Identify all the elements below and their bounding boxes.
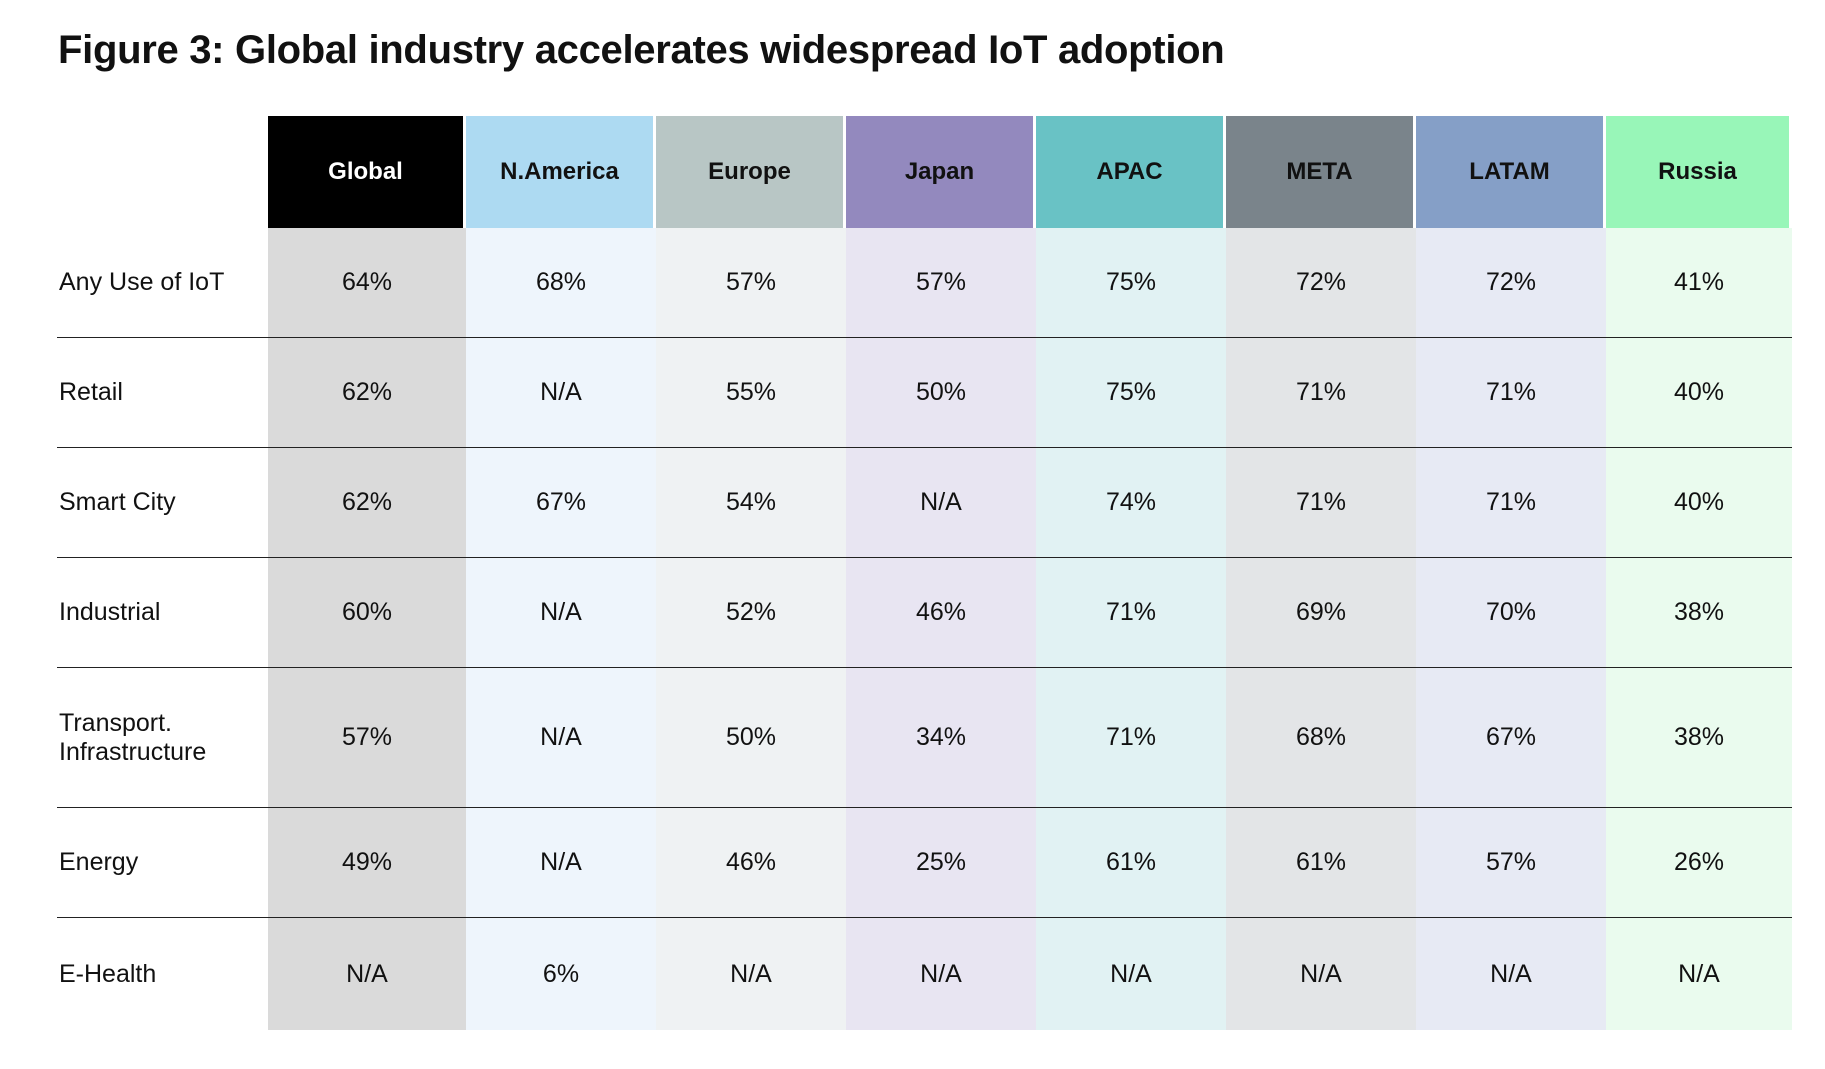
table-cell-industrial-europe: 52% bbox=[656, 558, 846, 668]
table-cell-retail-russia: 40% bbox=[1606, 338, 1792, 448]
row-label-transport-infrastructure: Transport. Infrastructure bbox=[57, 668, 268, 808]
table-cell-e-health-japan: N/A bbox=[846, 918, 1036, 1030]
table-cell-any-use-of-iot-japan: 57% bbox=[846, 228, 1036, 338]
table-cell-transport-infrastructure-latam: 67% bbox=[1416, 668, 1606, 808]
table-cell-transport-infrastructure-japan: 34% bbox=[846, 668, 1036, 808]
table-cell-smart-city-global: 62% bbox=[268, 448, 466, 558]
table-cell-transport-infrastructure-n-america: N/A bbox=[466, 668, 656, 808]
table-cell-industrial-russia: 38% bbox=[1606, 558, 1792, 668]
table-cell-e-health-europe: N/A bbox=[656, 918, 846, 1030]
row-label-industrial: Industrial bbox=[57, 558, 268, 668]
table-cell-energy-russia: 26% bbox=[1606, 808, 1792, 918]
table-cell-energy-japan: 25% bbox=[846, 808, 1036, 918]
table-cell-e-health-meta: N/A bbox=[1226, 918, 1416, 1030]
table-cell-smart-city-europe: 54% bbox=[656, 448, 846, 558]
column-header-global: Global bbox=[268, 116, 466, 228]
table-cell-retail-apac: 75% bbox=[1036, 338, 1226, 448]
table-cell-retail-japan: 50% bbox=[846, 338, 1036, 448]
table-cell-smart-city-meta: 71% bbox=[1226, 448, 1416, 558]
column-header-latam: LATAM bbox=[1416, 116, 1606, 228]
table-cell-industrial-global: 60% bbox=[268, 558, 466, 668]
row-label-line-2: Infrastructure bbox=[59, 737, 207, 766]
table-cell-retail-meta: 71% bbox=[1226, 338, 1416, 448]
table-cell-any-use-of-iot-europe: 57% bbox=[656, 228, 846, 338]
row-label-line-1: Transport. bbox=[59, 708, 173, 737]
table-cell-energy-meta: 61% bbox=[1226, 808, 1416, 918]
table-cell-transport-infrastructure-russia: 38% bbox=[1606, 668, 1792, 808]
table-cell-e-health-apac: N/A bbox=[1036, 918, 1226, 1030]
table-cell-e-health-n-america: 6% bbox=[466, 918, 656, 1030]
table-cell-industrial-apac: 71% bbox=[1036, 558, 1226, 668]
figure-title: Figure 3: Global industry accelerates wi… bbox=[58, 28, 1225, 72]
column-header-russia: Russia bbox=[1606, 116, 1792, 228]
table-cell-industrial-japan: 46% bbox=[846, 558, 1036, 668]
table-cell-transport-infrastructure-global: 57% bbox=[268, 668, 466, 808]
table-cell-e-health-russia: N/A bbox=[1606, 918, 1792, 1030]
table-cell-transport-infrastructure-apac: 71% bbox=[1036, 668, 1226, 808]
column-header-apac: APAC bbox=[1036, 116, 1226, 228]
column-header-japan: Japan bbox=[846, 116, 1036, 228]
table-cell-retail-n-america: N/A bbox=[466, 338, 656, 448]
table-cell-transport-infrastructure-meta: 68% bbox=[1226, 668, 1416, 808]
table-cell-any-use-of-iot-latam: 72% bbox=[1416, 228, 1606, 338]
table-cell-smart-city-n-america: 67% bbox=[466, 448, 656, 558]
table-cell-retail-global: 62% bbox=[268, 338, 466, 448]
table-cell-smart-city-latam: 71% bbox=[1416, 448, 1606, 558]
table-cell-retail-latam: 71% bbox=[1416, 338, 1606, 448]
column-header-europe: Europe bbox=[656, 116, 846, 228]
table-cell-any-use-of-iot-meta: 72% bbox=[1226, 228, 1416, 338]
table-cell-industrial-meta: 69% bbox=[1226, 558, 1416, 668]
table-cell-smart-city-japan: N/A bbox=[846, 448, 1036, 558]
table-cell-retail-europe: 55% bbox=[656, 338, 846, 448]
table-cell-energy-apac: 61% bbox=[1036, 808, 1226, 918]
table-cell-any-use-of-iot-russia: 41% bbox=[1606, 228, 1792, 338]
table-cell-any-use-of-iot-global: 64% bbox=[268, 228, 466, 338]
iot-adoption-table: Global N.America Europe Japan APAC META LATAM R… bbox=[57, 116, 1792, 1030]
table-cell-e-health-global: N/A bbox=[268, 918, 466, 1030]
column-header-meta: META bbox=[1226, 116, 1416, 228]
table-cell-energy-europe: 46% bbox=[656, 808, 846, 918]
column-header-n-america: N.America bbox=[466, 116, 656, 228]
table-cell-industrial-n-america: N/A bbox=[466, 558, 656, 668]
table-cell-smart-city-apac: 74% bbox=[1036, 448, 1226, 558]
table-cell-transport-infrastructure-europe: 50% bbox=[656, 668, 846, 808]
table-cell-energy-global: 49% bbox=[268, 808, 466, 918]
table-cell-smart-city-russia: 40% bbox=[1606, 448, 1792, 558]
table-cell-any-use-of-iot-apac: 75% bbox=[1036, 228, 1226, 338]
table-cell-any-use-of-iot-n-america: 68% bbox=[466, 228, 656, 338]
row-label-any-use-of-iot: Any Use of IoT bbox=[57, 228, 268, 338]
table-corner bbox=[57, 116, 268, 228]
row-label-retail: Retail bbox=[57, 338, 268, 448]
table-cell-energy-latam: 57% bbox=[1416, 808, 1606, 918]
row-label-e-health: E-Health bbox=[59, 959, 157, 988]
table-cell-e-health-latam: N/A bbox=[1416, 918, 1606, 1030]
table-cell-industrial-latam: 70% bbox=[1416, 558, 1606, 668]
row-label-smart-city: Smart City bbox=[57, 448, 268, 558]
table-cell-energy-n-america: N/A bbox=[466, 808, 656, 918]
row-label-energy: Energy bbox=[57, 808, 268, 918]
